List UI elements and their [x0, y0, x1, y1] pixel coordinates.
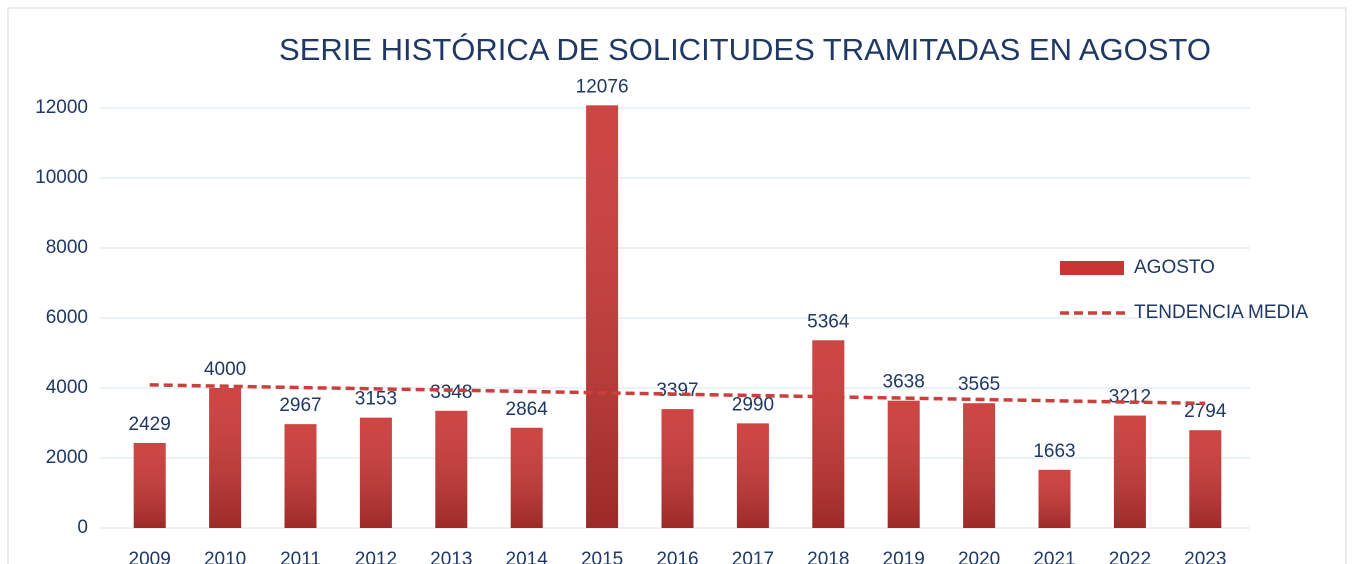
trend-line — [149, 383, 1206, 406]
x-tick-label: 2021 — [1033, 549, 1075, 564]
bar-shade — [435, 410, 468, 528]
data-label: 4000 — [204, 359, 246, 380]
bar-shade — [586, 105, 619, 528]
bar-shade — [510, 427, 543, 528]
x-tick-label: 2013 — [430, 549, 472, 564]
y-tick-label: 6000 — [46, 307, 88, 328]
y-tick-label: 12000 — [35, 97, 88, 118]
data-label: 3565 — [958, 374, 1000, 395]
y-tick-label: 8000 — [46, 237, 88, 258]
y-tick-label: 2000 — [46, 447, 88, 468]
legend-label: TENDENCIA MEDIA — [1134, 302, 1309, 323]
bar-shade — [359, 417, 392, 528]
data-label: 3212 — [1109, 387, 1151, 408]
data-label: 5364 — [807, 311, 850, 332]
data-label: 3153 — [355, 389, 397, 410]
x-tick-label: 2016 — [656, 549, 698, 564]
bar-shade — [1189, 430, 1222, 528]
legend-swatch — [1060, 261, 1124, 275]
data-label: 2794 — [1184, 401, 1227, 422]
x-tick-label: 2014 — [506, 549, 549, 564]
y-tick-label: 0 — [77, 517, 88, 538]
chart-frame — [7, 7, 1347, 564]
data-label: 3397 — [656, 380, 698, 401]
bar-shade — [736, 423, 769, 528]
x-tick-label: 2017 — [732, 549, 774, 564]
bar-shade — [661, 409, 694, 528]
chart-title: SERIE HISTÓRICA DE SOLICITUDES TRAMITADA… — [279, 32, 1211, 67]
x-tick-label: 2009 — [129, 549, 171, 564]
data-label: 2967 — [279, 395, 321, 416]
bar-shade — [1113, 415, 1146, 528]
x-tick-label: 2010 — [204, 549, 246, 564]
data-label: 12076 — [576, 76, 629, 97]
x-tick-label: 2020 — [958, 549, 1000, 564]
x-tick-label: 2012 — [355, 549, 397, 564]
data-label: 2990 — [732, 394, 774, 415]
data-label: 3348 — [430, 382, 472, 403]
data-label: 3638 — [883, 372, 925, 393]
data-label: 2429 — [129, 414, 171, 435]
legend-label: AGOSTO — [1134, 257, 1215, 278]
bar-shade — [209, 388, 242, 528]
y-tick-label: 4000 — [46, 377, 88, 398]
x-tick-label: 2015 — [581, 549, 623, 564]
bar-shade — [887, 400, 920, 528]
x-tick-label: 2023 — [1184, 549, 1226, 564]
x-tick-label: 2022 — [1109, 549, 1151, 564]
x-tick-label: 2011 — [280, 549, 321, 564]
x-tick-label: 2018 — [807, 549, 849, 564]
y-tick-label: 10000 — [35, 167, 88, 188]
bar-shade — [963, 403, 996, 528]
bar-shade — [812, 340, 845, 528]
bar-shade — [284, 424, 317, 528]
x-tick-label: 2019 — [883, 549, 925, 564]
data-label: 1663 — [1033, 441, 1075, 462]
data-label: 2864 — [506, 399, 549, 420]
bar-shade — [133, 442, 166, 528]
bar-shade — [1038, 469, 1071, 528]
